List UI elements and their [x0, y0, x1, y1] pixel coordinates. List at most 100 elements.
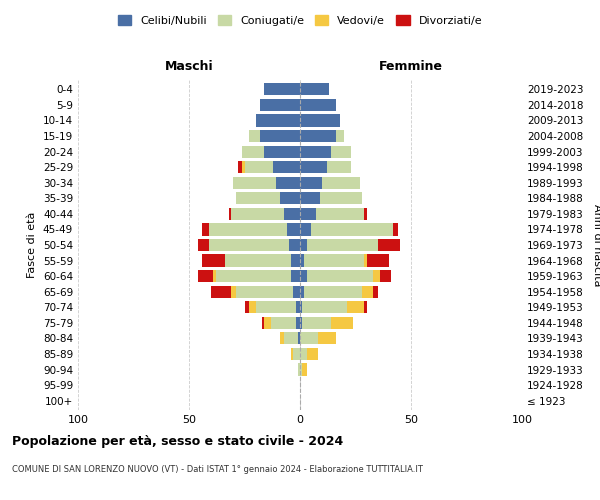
Bar	[280, 332, 284, 344]
Bar	[347, 301, 364, 314]
Bar	[291, 254, 300, 266]
Bar	[300, 348, 307, 360]
Bar	[274, 161, 300, 173]
Bar	[300, 161, 326, 173]
Bar	[367, 254, 389, 266]
Bar	[233, 176, 275, 189]
Bar	[256, 114, 300, 126]
Bar	[364, 208, 367, 220]
Bar	[209, 239, 289, 251]
Bar	[307, 348, 318, 360]
Bar	[249, 301, 256, 314]
Bar	[256, 301, 296, 314]
Bar	[198, 270, 214, 282]
Bar	[265, 146, 300, 158]
Bar	[304, 254, 364, 266]
Text: Maschi: Maschi	[164, 60, 214, 74]
Bar	[231, 286, 236, 298]
Bar	[249, 130, 260, 142]
Bar	[198, 239, 209, 251]
Y-axis label: Anni di nascita: Anni di nascita	[592, 204, 600, 286]
Y-axis label: Fasce di età: Fasce di età	[28, 212, 37, 278]
Bar	[202, 224, 209, 235]
Bar	[393, 224, 398, 235]
Bar	[265, 84, 300, 96]
Bar	[304, 286, 362, 298]
Bar	[293, 286, 300, 298]
Bar	[362, 286, 373, 298]
Bar	[311, 224, 393, 235]
Bar	[307, 239, 378, 251]
Bar	[316, 208, 364, 220]
Bar	[300, 146, 331, 158]
Bar	[260, 99, 300, 111]
Bar	[300, 224, 311, 235]
Bar	[322, 176, 360, 189]
Bar	[300, 254, 304, 266]
Bar	[300, 130, 335, 142]
Bar	[287, 224, 300, 235]
Bar	[378, 239, 400, 251]
Bar	[298, 332, 300, 344]
Bar	[373, 286, 378, 298]
Bar	[289, 239, 300, 251]
Bar	[296, 317, 300, 329]
Bar	[300, 364, 302, 376]
Bar	[260, 130, 300, 142]
Bar	[318, 332, 335, 344]
Bar	[380, 270, 391, 282]
Bar	[300, 176, 322, 189]
Bar	[320, 192, 362, 204]
Bar	[214, 270, 215, 282]
Bar	[293, 348, 300, 360]
Bar	[275, 176, 300, 189]
Bar	[326, 161, 351, 173]
Bar	[298, 364, 300, 376]
Bar	[291, 270, 300, 282]
Bar	[300, 286, 304, 298]
Bar	[364, 301, 367, 314]
Bar	[331, 317, 353, 329]
Bar	[209, 224, 287, 235]
Bar	[300, 239, 307, 251]
Bar	[242, 146, 265, 158]
Text: COMUNE DI SAN LORENZO NUOVO (VT) - Dati ISTAT 1° gennaio 2024 - Elaborazione TUT: COMUNE DI SAN LORENZO NUOVO (VT) - Dati …	[12, 465, 423, 474]
Bar	[229, 208, 231, 220]
Bar	[300, 99, 335, 111]
Bar	[280, 192, 300, 204]
Text: Popolazione per età, sesso e stato civile - 2024: Popolazione per età, sesso e stato civil…	[12, 435, 343, 448]
Bar	[307, 270, 373, 282]
Bar	[245, 161, 274, 173]
Text: Femmine: Femmine	[379, 60, 443, 74]
Bar	[271, 317, 296, 329]
Bar	[236, 286, 293, 298]
Bar	[300, 192, 320, 204]
Bar	[265, 317, 271, 329]
Bar	[245, 301, 249, 314]
Bar	[215, 270, 291, 282]
Bar	[291, 348, 293, 360]
Bar	[284, 208, 300, 220]
Bar	[238, 161, 242, 173]
Bar	[300, 114, 340, 126]
Bar	[302, 317, 331, 329]
Bar	[300, 332, 318, 344]
Bar	[302, 364, 307, 376]
Legend: Celibi/Nubili, Coniugati/e, Vedovi/e, Divorziati/e: Celibi/Nubili, Coniugati/e, Vedovi/e, Di…	[113, 10, 487, 30]
Bar	[300, 317, 302, 329]
Bar	[373, 270, 380, 282]
Bar	[300, 270, 307, 282]
Bar	[231, 208, 284, 220]
Bar	[242, 161, 245, 173]
Bar	[300, 84, 329, 96]
Bar	[202, 254, 224, 266]
Bar	[224, 254, 291, 266]
Bar	[236, 192, 280, 204]
Bar	[335, 130, 344, 142]
Bar	[211, 286, 231, 298]
Bar	[300, 208, 316, 220]
Bar	[300, 301, 302, 314]
Bar	[302, 301, 347, 314]
Bar	[284, 332, 298, 344]
Bar	[262, 317, 265, 329]
